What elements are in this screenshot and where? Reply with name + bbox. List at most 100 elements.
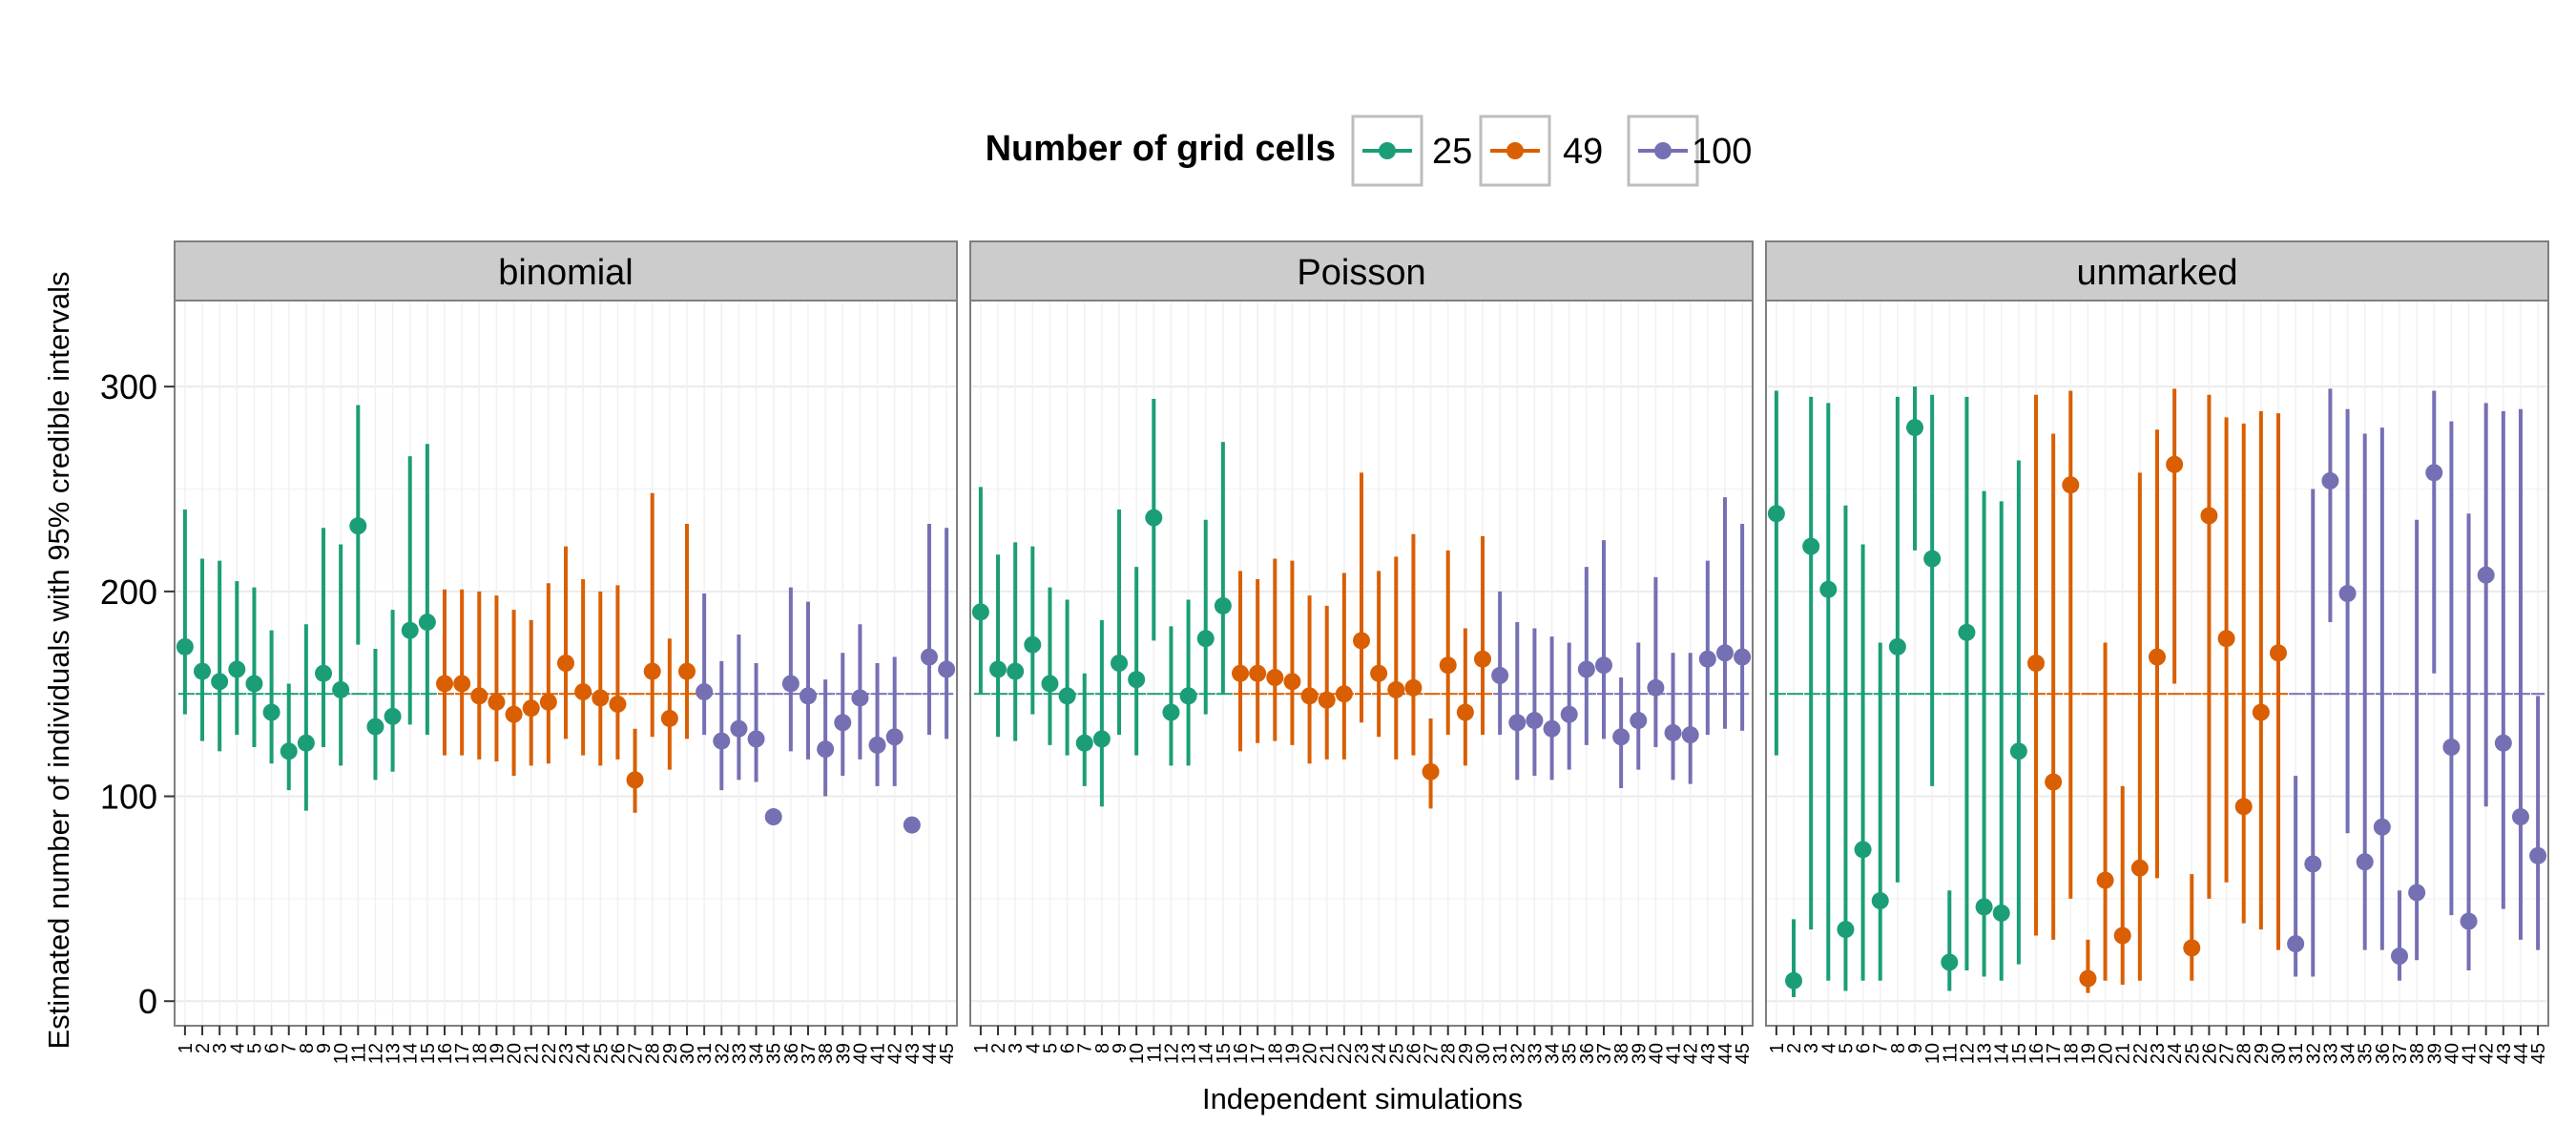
x-tick-label: 12 [1161,1043,1182,1064]
legend-entry-100: 100 [1627,114,1752,187]
x-tick-label: 15 [2009,1043,2030,1064]
legend-label-100: 100 [1692,132,1752,172]
x-tick-label: 40 [2441,1043,2462,1064]
x-tick-label: 31 [1490,1043,1511,1064]
x-tick-label: 9 [1905,1043,1926,1053]
x-tick-label: 33 [729,1043,750,1064]
estimate-point-sim-24 [574,683,592,701]
x-tick-label: 28 [2234,1043,2255,1064]
x-tick-label: 1 [1767,1043,1788,1053]
estimate-point-sim-41 [868,736,886,754]
x-tick-label: 17 [452,1043,473,1064]
x-tick-label: 5 [244,1043,265,1053]
estimate-point-sim-2 [1785,971,1803,989]
y-tick-label: 0 [138,982,157,1021]
x-tick-label: 31 [695,1043,716,1064]
estimate-point-sim-43 [903,816,921,834]
x-tick-label: 20 [505,1043,526,1064]
legend-label-25: 25 [1432,132,1472,172]
estimate-point-sim-6 [1058,687,1076,705]
x-tick-label: 11 [348,1043,369,1063]
x-tick-label: 5 [1836,1043,1857,1053]
x-tick-label: 42 [885,1043,906,1064]
x-tick-label: 27 [2217,1043,2238,1064]
estimate-point-sim-3 [211,673,229,691]
estimate-point-sim-10 [1128,671,1146,689]
estimate-point-sim-29 [2252,703,2270,721]
x-tick-label: 19 [1282,1043,1303,1064]
x-tick-label: 32 [712,1043,733,1064]
estimate-point-sim-38 [817,740,835,759]
estimate-point-sim-15 [2009,742,2027,760]
estimate-point-sim-19 [1283,673,1301,691]
x-tick-label: 15 [418,1043,439,1064]
x-tick-label: 6 [1854,1043,1875,1053]
x-tick-label: 42 [2477,1043,2498,1064]
x-tick-label: 4 [227,1043,248,1053]
x-tick-label: 4 [1818,1043,1839,1053]
estimate-point-sim-16 [2027,655,2046,672]
x-tick-label: 33 [1525,1043,1546,1064]
estimate-point-sim-18 [470,687,488,705]
estimate-point-sim-35 [2356,853,2374,871]
x-tick-label: 34 [747,1043,768,1064]
estimate-point-sim-22 [1335,685,1353,703]
estimate-point-sim-34 [1543,719,1561,738]
x-tick-label: 21 [1318,1043,1339,1064]
x-tick-label: 40 [1646,1043,1667,1064]
x-tick-label: 40 [850,1043,871,1064]
x-tick-label: 17 [1248,1043,1269,1064]
x-tick-label: 23 [1352,1043,1373,1064]
x-tick-label: 18 [1265,1043,1286,1064]
estimate-point-sim-40 [2442,739,2461,757]
x-tick-label: 2 [1784,1043,1805,1053]
x-tick-label: 14 [1992,1043,2013,1064]
estimate-point-sim-44 [1715,644,1734,662]
estimate-point-sim-17 [453,675,471,693]
x-tick-label: 4 [1023,1043,1044,1053]
x-tick-label: 27 [626,1043,647,1064]
legend-key-point [1654,142,1672,159]
x-tick-label: 36 [781,1043,802,1064]
panel-strip-label: Poisson [1297,253,1425,293]
estimate-point-sim-31 [2287,935,2305,953]
legend-key-point [1379,142,1396,159]
estimate-point-sim-1 [176,637,194,656]
estimate-point-sim-26 [2200,507,2218,525]
estimate-point-sim-32 [713,732,731,750]
estimate-point-sim-19 [488,693,506,711]
x-tick-label: 18 [469,1043,490,1064]
x-tick-label: 3 [1801,1043,1822,1053]
x-tick-label: 45 [937,1043,958,1064]
x-tick-label: 17 [2044,1043,2065,1064]
estimate-point-sim-25 [592,689,610,707]
x-tick-label: 22 [539,1043,560,1064]
x-tick-label: 24 [2165,1043,2186,1064]
estimate-point-sim-26 [1404,678,1423,697]
x-tick-label: 23 [2148,1043,2169,1064]
estimate-point-sim-33 [1526,712,1544,730]
estimate-point-sim-9 [315,664,333,682]
estimate-point-sim-11 [1941,953,1959,971]
legend-entry-25: 25 [1351,114,1472,187]
estimate-point-sim-4 [1819,580,1838,598]
x-tick-label: 12 [1957,1043,1978,1064]
estimate-point-sim-41 [2460,912,2478,930]
x-tick-label: 42 [1681,1043,1702,1064]
x-tick-label: 8 [1888,1043,1909,1053]
estimate-point-sim-22 [539,693,557,711]
estimate-point-sim-5 [245,675,263,693]
estimate-point-sim-24 [1370,664,1388,682]
x-tick-label: 16 [435,1043,456,1064]
estimate-point-sim-43 [1698,650,1716,668]
estimate-point-sim-33 [730,719,748,738]
estimate-point-sim-21 [522,699,540,718]
estimate-point-sim-28 [643,662,661,680]
estimate-point-sim-14 [1196,630,1215,648]
estimate-point-sim-7 [280,742,298,760]
x-tick-label: 9 [314,1043,335,1053]
x-tick-label: 30 [677,1043,698,1064]
x-tick-label: 1 [176,1043,197,1053]
estimate-point-sim-42 [2477,566,2495,584]
